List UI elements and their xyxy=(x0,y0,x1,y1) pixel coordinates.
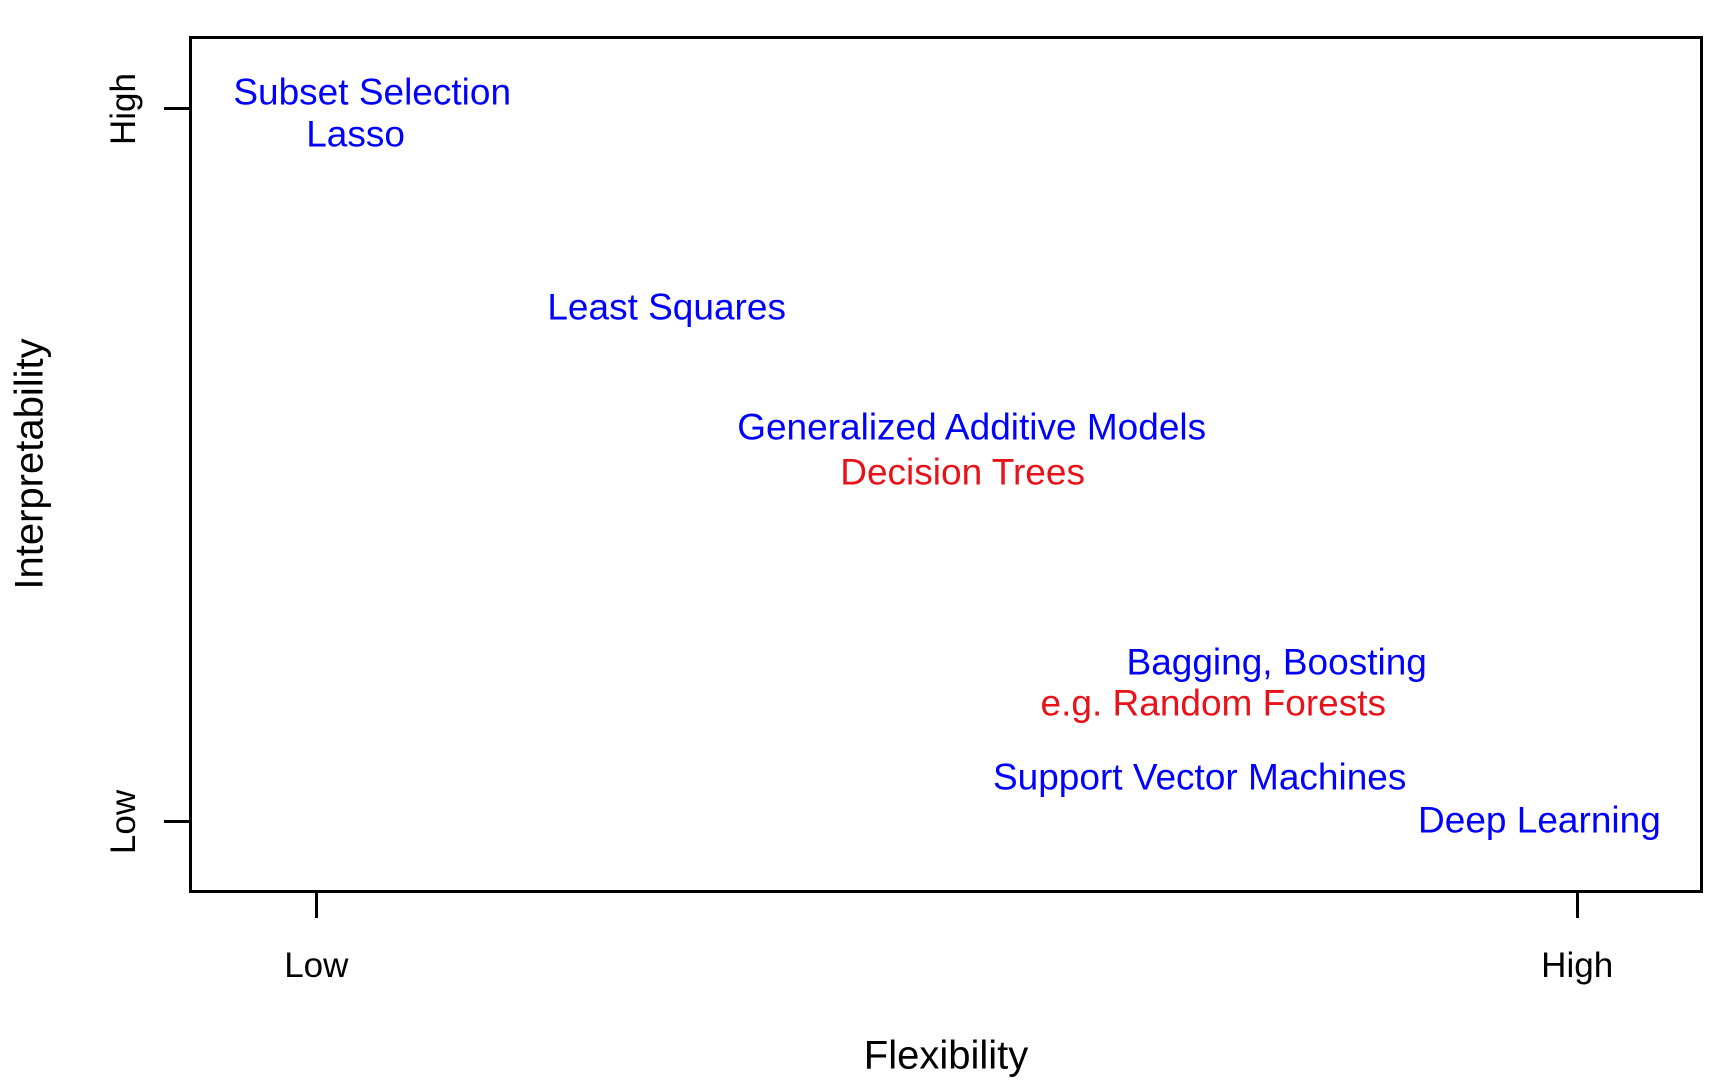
y-axis-tick xyxy=(164,107,191,111)
method-label: Decision Trees xyxy=(840,451,1085,493)
method-label: e.g. Random Forests xyxy=(1040,682,1387,724)
x-axis-tick xyxy=(314,891,318,918)
x-axis-tick-label: High xyxy=(1541,946,1614,985)
y-axis-tick-label: Low xyxy=(104,789,143,855)
method-label: Lasso xyxy=(306,113,405,155)
method-label: Least Squares xyxy=(547,286,786,328)
x-axis-title: Flexibility xyxy=(863,1033,1029,1078)
x-axis-tick-label: Low xyxy=(284,946,349,985)
y-axis-tick-label: High xyxy=(104,72,143,145)
x-axis-tick xyxy=(1575,891,1579,918)
method-label: Support Vector Machines xyxy=(992,756,1407,798)
method-label: Subset Selection xyxy=(233,71,512,113)
method-label: Bagging, Boosting xyxy=(1126,641,1427,683)
plot-area xyxy=(189,36,1703,893)
method-label: Deep Learning xyxy=(1418,799,1661,841)
y-axis-title: Interpretability xyxy=(7,338,52,590)
y-axis-tick xyxy=(164,820,191,824)
method-label: Generalized Additive Models xyxy=(737,406,1207,448)
